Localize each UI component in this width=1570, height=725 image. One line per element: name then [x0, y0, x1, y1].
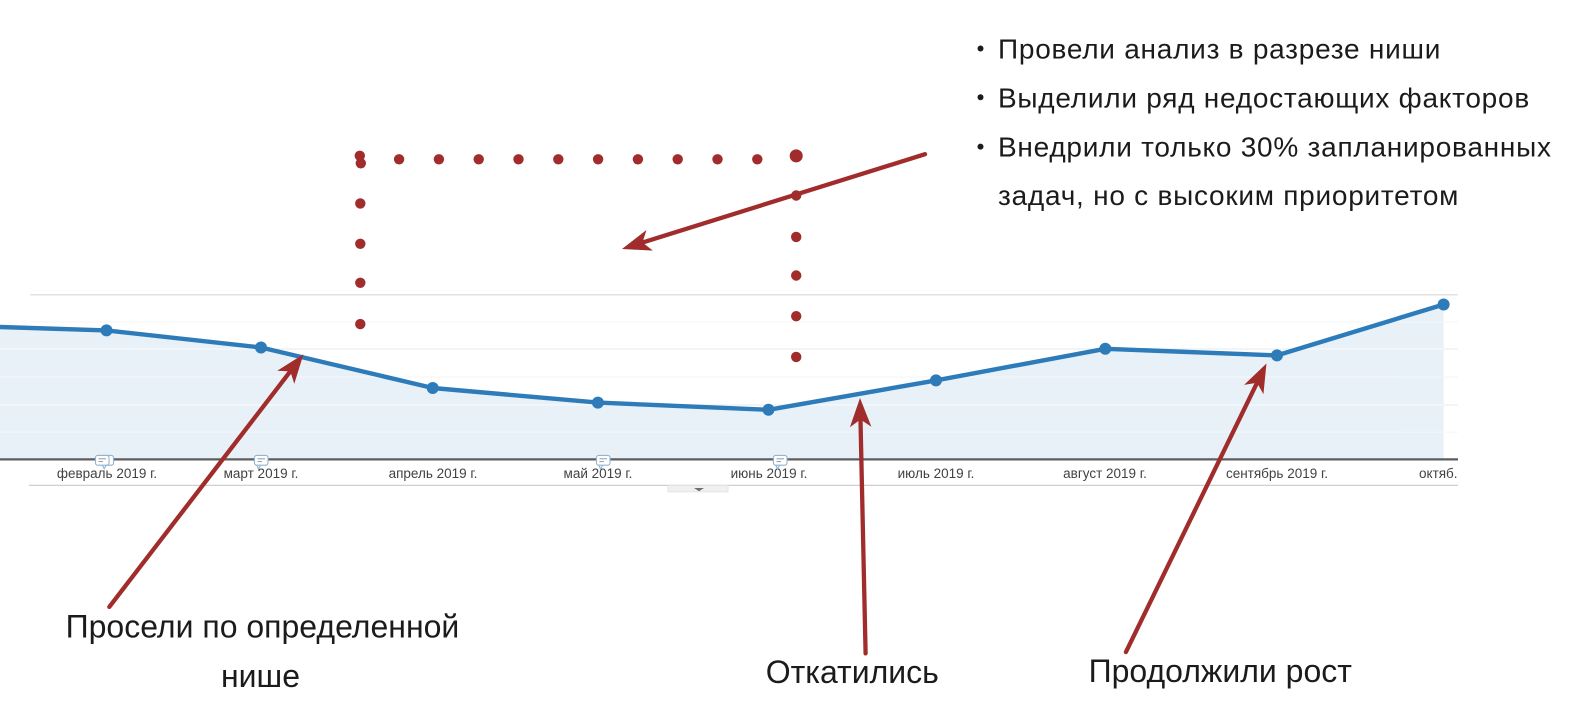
svg-text:Выделили ряд недостающих факто: Выделили ряд недостающих факторов: [998, 83, 1530, 114]
svg-text:нише: нише: [221, 658, 300, 694]
svg-text:июль 2019 г.: июль 2019 г.: [898, 466, 975, 481]
svg-text:Продолжили рост: Продолжили рост: [1089, 653, 1353, 689]
svg-text:Просели по определенной: Просели по определенной: [66, 609, 460, 645]
svg-text:апрель 2019 г.: апрель 2019 г.: [389, 466, 478, 481]
svg-text:июнь 2019 г.: июнь 2019 г.: [731, 466, 808, 481]
svg-text:октяб.: октяб.: [1419, 466, 1458, 481]
svg-text:февраль 2019 г.: февраль 2019 г.: [57, 466, 157, 481]
svg-text:задач, но с высоким приоритето: задач, но с высоким приоритетом: [998, 180, 1459, 211]
svg-text:Откатились: Откатились: [766, 654, 939, 690]
svg-text:сентябрь 2019 г.: сентябрь 2019 г.: [1226, 466, 1328, 481]
svg-text:Внедрили только 30% запланиров: Внедрили только 30% запланированных: [998, 131, 1552, 162]
svg-text:август 2019 г.: август 2019 г.: [1063, 466, 1147, 481]
svg-text:Провели анализ в разрезе ниши: Провели анализ в разрезе ниши: [998, 34, 1441, 65]
svg-text:март 2019 г.: март 2019 г.: [224, 466, 299, 481]
svg-text:май 2019 г.: май 2019 г.: [564, 466, 633, 481]
